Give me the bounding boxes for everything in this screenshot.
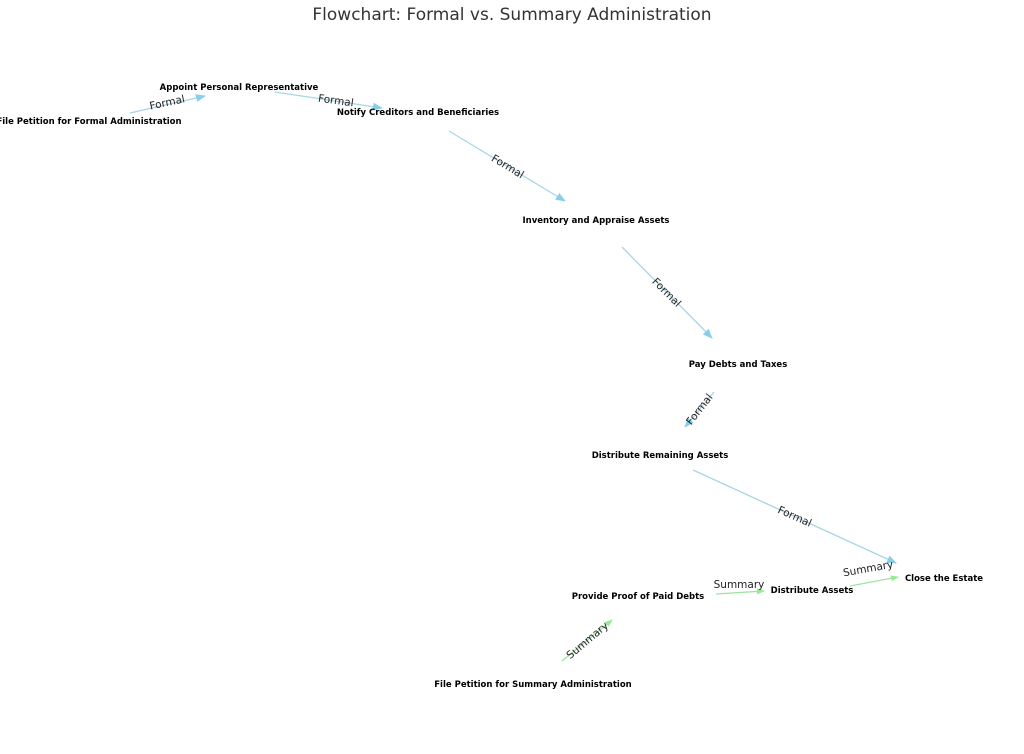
edge-label: Summary <box>564 620 611 662</box>
node-close-estate: Close the Estate <box>905 574 983 584</box>
edge-label: Formal <box>684 392 716 428</box>
node-file-formal-petition: File Petition for Formal Administration <box>0 117 182 127</box>
edge-line <box>129 94 206 114</box>
edge-label: Formal <box>489 152 526 181</box>
edge-line <box>715 588 765 595</box>
node-notify-creditors: Notify Creditors and Beneficiaries <box>337 108 499 118</box>
edge-distribute-to-close: Summary <box>842 559 899 587</box>
edge-proof-to-distribute: Summary <box>714 579 765 595</box>
edge-label: Summary <box>842 559 894 580</box>
edge-line <box>621 246 713 339</box>
node-pay-debts: Pay Debts and Taxes <box>689 360 788 370</box>
edge-distribute-remaining-to-close: Formal <box>692 469 897 564</box>
edge-line <box>274 91 383 111</box>
edge-line <box>448 130 566 202</box>
edge-line <box>849 575 899 587</box>
edge-line <box>561 619 613 662</box>
chart-title: Flowchart: Formal vs. Summary Administra… <box>312 5 711 25</box>
edge-label: Formal <box>776 504 814 530</box>
edge-label: Formal <box>148 93 186 112</box>
edge-file-formal-to-appoint: Formal <box>129 93 206 114</box>
edge-inventory-to-pay: Formal <box>621 246 713 339</box>
node-appoint-representative: Appoint Personal Representative <box>160 83 319 93</box>
node-distribute-remaining: Distribute Remaining Assets <box>592 451 729 461</box>
edge-pay-to-distribute-remaining: Formal <box>684 391 716 428</box>
edge-label: Formal <box>649 276 683 310</box>
node-provide-proof: Provide Proof of Paid Debts <box>572 592 705 602</box>
node-distribute-assets: Distribute Assets <box>771 586 854 596</box>
edge-label: Summary <box>714 579 765 591</box>
edge-line <box>692 469 897 564</box>
node-inventory-assets: Inventory and Appraise Assets <box>523 216 670 226</box>
node-file-summary-petition: File Petition for Summary Administration <box>434 680 631 690</box>
edge-label: Formal <box>317 93 354 110</box>
edge-notify-to-inventory: Formal <box>448 130 566 202</box>
edge-line <box>684 391 715 428</box>
edge-file-summary-to-proof: Summary <box>561 619 613 662</box>
edge-appoint-to-notify: Formal <box>274 91 383 111</box>
